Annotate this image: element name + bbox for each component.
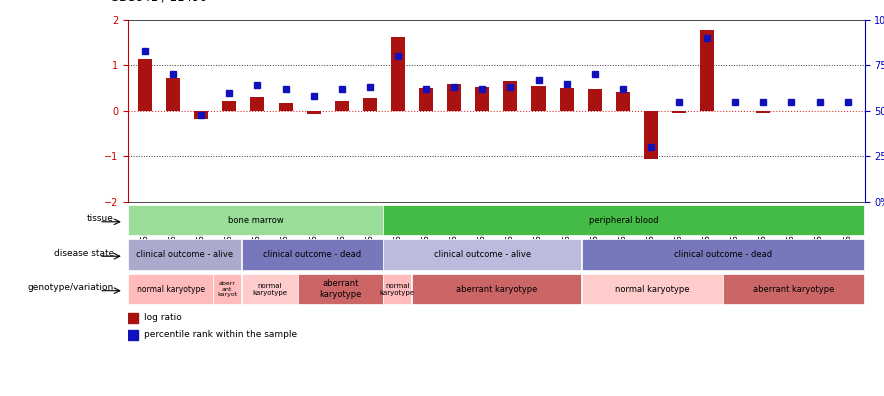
- Text: clinical outcome - alive: clinical outcome - alive: [434, 250, 530, 259]
- Text: aberrant
karyotype: aberrant karyotype: [319, 280, 362, 299]
- Text: percentile rank within the sample: percentile rank within the sample: [144, 330, 297, 339]
- Bar: [384, 239, 581, 270]
- Text: normal karyotype: normal karyotype: [137, 285, 205, 293]
- Bar: [241, 274, 298, 305]
- Bar: [241, 239, 383, 270]
- Bar: [307, 111, 321, 114]
- Bar: [128, 313, 138, 323]
- Text: aberrant karyotype: aberrant karyotype: [753, 285, 834, 293]
- Bar: [560, 88, 574, 111]
- Bar: [503, 81, 517, 111]
- Text: clinical outcome - dead: clinical outcome - dead: [263, 250, 362, 259]
- Bar: [384, 274, 411, 305]
- Bar: [250, 97, 264, 111]
- Bar: [223, 101, 236, 111]
- Bar: [128, 329, 138, 340]
- Bar: [128, 205, 383, 236]
- Bar: [588, 89, 602, 111]
- Bar: [672, 111, 686, 113]
- Text: bone marrow: bone marrow: [228, 216, 284, 225]
- Text: aberr
ant
karyot: aberr ant karyot: [217, 281, 238, 297]
- Bar: [616, 92, 630, 111]
- Text: peripheral blood: peripheral blood: [589, 216, 659, 225]
- Text: normal
karyotype: normal karyotype: [380, 283, 415, 295]
- Bar: [384, 205, 865, 236]
- Bar: [531, 86, 545, 111]
- Text: genotype/variation: genotype/variation: [27, 283, 114, 292]
- Bar: [299, 274, 383, 305]
- Text: disease state: disease state: [54, 249, 114, 257]
- Bar: [723, 274, 865, 305]
- Bar: [335, 101, 349, 111]
- Bar: [278, 103, 293, 111]
- Bar: [644, 111, 658, 159]
- Bar: [166, 78, 180, 111]
- Bar: [757, 111, 770, 113]
- Bar: [412, 274, 581, 305]
- Text: aberrant karyotype: aberrant karyotype: [455, 285, 537, 293]
- Text: GDS841 / 11496: GDS841 / 11496: [110, 0, 208, 4]
- Text: clinical outcome - alive: clinical outcome - alive: [136, 250, 233, 259]
- Bar: [582, 239, 865, 270]
- Text: normal karyotype: normal karyotype: [615, 285, 690, 293]
- Text: clinical outcome - dead: clinical outcome - dead: [674, 250, 772, 259]
- Bar: [128, 274, 213, 305]
- Bar: [582, 274, 722, 305]
- Bar: [447, 84, 461, 111]
- Bar: [419, 88, 433, 111]
- Text: log ratio: log ratio: [144, 313, 182, 322]
- Bar: [194, 111, 209, 119]
- Bar: [391, 37, 405, 111]
- Bar: [213, 274, 241, 305]
- Bar: [362, 98, 377, 111]
- Bar: [476, 87, 490, 111]
- Text: normal
karyotype: normal karyotype: [252, 283, 287, 295]
- Bar: [700, 30, 714, 111]
- Bar: [128, 239, 241, 270]
- Bar: [138, 59, 152, 111]
- Text: tissue: tissue: [87, 214, 114, 223]
